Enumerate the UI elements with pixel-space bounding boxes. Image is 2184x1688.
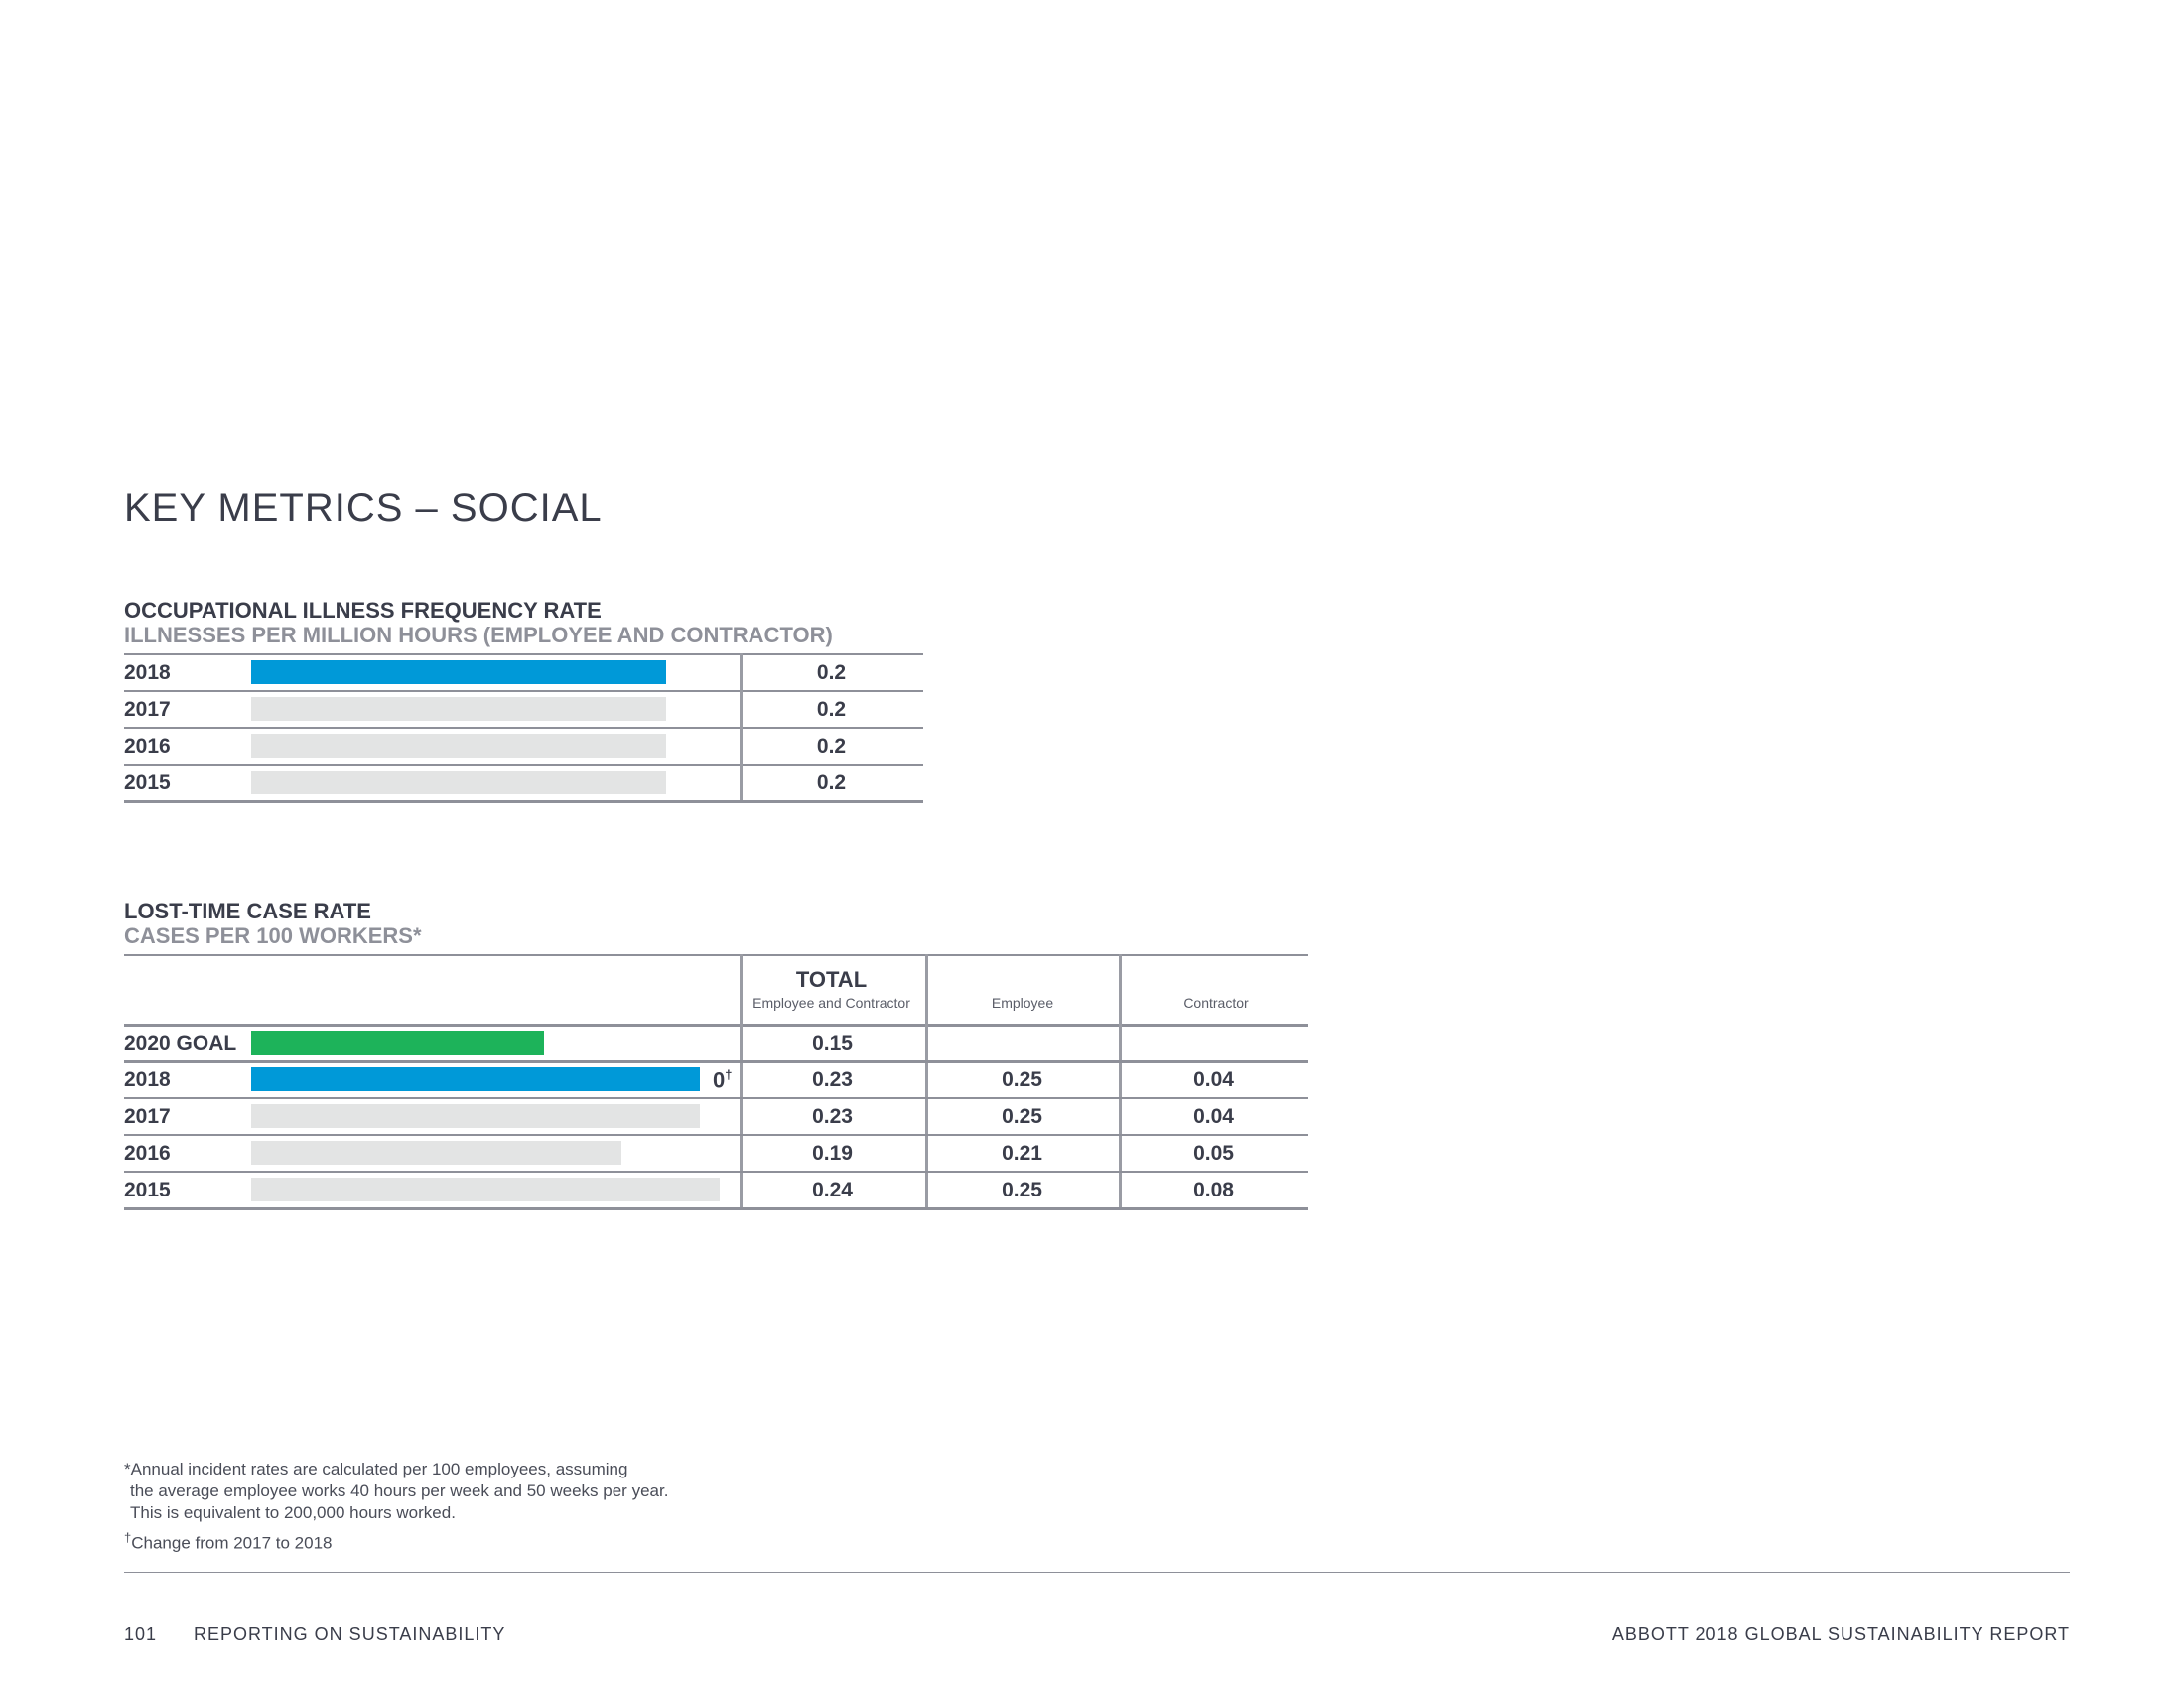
footer-divider [124, 1572, 2070, 1573]
lost-time-employee-value: 0.25 [1002, 1105, 1042, 1128]
total-column-subheader: Employee and Contractor [752, 995, 910, 1011]
lost-time-change-annotation: 0† [713, 1067, 732, 1093]
illness-row-label: 2016 [124, 735, 171, 758]
illness-bar-2016 [251, 734, 666, 758]
lost-time-chart-title: LOST-TIME CASE RATE [124, 899, 371, 923]
lost-time-bar-2016 [251, 1141, 622, 1165]
lost-time-total-value: 0.24 [812, 1179, 853, 1201]
illness-value: 0.2 [816, 735, 847, 758]
footer-page-number: 101 [124, 1624, 158, 1644]
change-value: 0 [713, 1067, 726, 1093]
contractor-column-header: Contractor [1183, 995, 1249, 1011]
illness-row-rule [124, 764, 923, 766]
illness-column-divider [740, 653, 743, 800]
lost-time-header-bottom-rule [124, 1024, 1308, 1027]
lost-time-employee-value: 0.21 [1002, 1142, 1042, 1165]
lost-time-header-top-rule [124, 954, 1308, 956]
lost-time-bar-2015 [251, 1178, 720, 1201]
lost-time-row-label: 2016 [124, 1142, 171, 1165]
lost-time-contractor-value: 0.05 [1193, 1142, 1234, 1165]
lost-time-row-rule [124, 1060, 1308, 1063]
footer-report-title: ABBOTT 2018 GLOBAL SUSTAINABILITY REPORT [1611, 1624, 2070, 1644]
dagger-text: Change from 2017 to 2018 [131, 1533, 333, 1553]
lost-time-total-value: 0.19 [812, 1142, 853, 1165]
illness-value: 0.2 [816, 772, 847, 794]
illness-row-label: 2015 [124, 772, 171, 794]
illness-value: 0.2 [816, 698, 847, 721]
illness-row-label: 2018 [124, 661, 171, 684]
illness-row-rule [124, 690, 923, 692]
lost-time-bar-2018 [251, 1067, 700, 1091]
lost-time-total-value: 0.15 [812, 1032, 853, 1055]
illness-chart-subtitle: ILLNESSES PER MILLION HOURS (EMPLOYEE AN… [124, 623, 833, 647]
lost-time-row-label: 2018 [124, 1068, 171, 1091]
lost-time-column-divider [1119, 954, 1122, 1207]
employee-column-header: Employee [991, 995, 1054, 1011]
illness-chart-title: OCCUPATIONAL ILLNESS FREQUENCY RATE [124, 598, 602, 623]
lost-time-bar-2017 [251, 1104, 700, 1128]
lost-time-contractor-value: 0.04 [1193, 1105, 1234, 1128]
lost-time-row-rule [124, 1134, 1308, 1136]
illness-value: 0.2 [816, 661, 847, 684]
lost-time-contractor-value: 0.08 [1193, 1179, 1234, 1201]
lost-time-row-label: 2020 GOAL [124, 1032, 237, 1055]
lost-time-row-label: 2017 [124, 1105, 171, 1128]
change-dagger: † [725, 1067, 733, 1082]
lost-time-contractor-value: 0.04 [1193, 1068, 1234, 1091]
lost-time-bar-2020-goal [251, 1031, 544, 1055]
lost-time-column-divider [740, 954, 743, 1207]
lost-time-row-rule [124, 1207, 1308, 1210]
illness-bar-2018 [251, 660, 666, 684]
lost-time-total-value: 0.23 [812, 1068, 853, 1091]
dagger-mark: † [124, 1530, 132, 1545]
footnote-line-1: *Annual incident rates are calculated pe… [124, 1460, 628, 1478]
illness-row-rule [124, 727, 923, 729]
lost-time-column-divider [925, 954, 928, 1207]
footnote-dagger: †Change from 2017 to 2018 [124, 1530, 333, 1554]
lost-time-chart-subtitle: CASES PER 100 WORKERS* [124, 923, 422, 948]
footnote-line-3: This is equivalent to 200,000 hours work… [130, 1503, 456, 1522]
illness-bar-2015 [251, 771, 666, 794]
illness-row-label: 2017 [124, 698, 171, 721]
footnote-line-2: the average employee works 40 hours per … [130, 1481, 669, 1500]
page-title: KEY METRICS – SOCIAL [124, 487, 603, 530]
footer-section: REPORTING ON SUSTAINABILITY [194, 1624, 506, 1644]
illness-bar-2017 [251, 697, 666, 721]
lost-time-employee-value: 0.25 [1002, 1068, 1042, 1091]
total-column-header: TOTAL [795, 967, 868, 992]
lost-time-row-rule [124, 1097, 1308, 1099]
lost-time-row-label: 2015 [124, 1179, 171, 1201]
illness-table-top-rule [124, 653, 923, 655]
lost-time-row-rule [124, 1171, 1308, 1173]
lost-time-employee-value: 0.25 [1002, 1179, 1042, 1201]
lost-time-total-value: 0.23 [812, 1105, 853, 1128]
illness-row-rule [124, 800, 923, 803]
